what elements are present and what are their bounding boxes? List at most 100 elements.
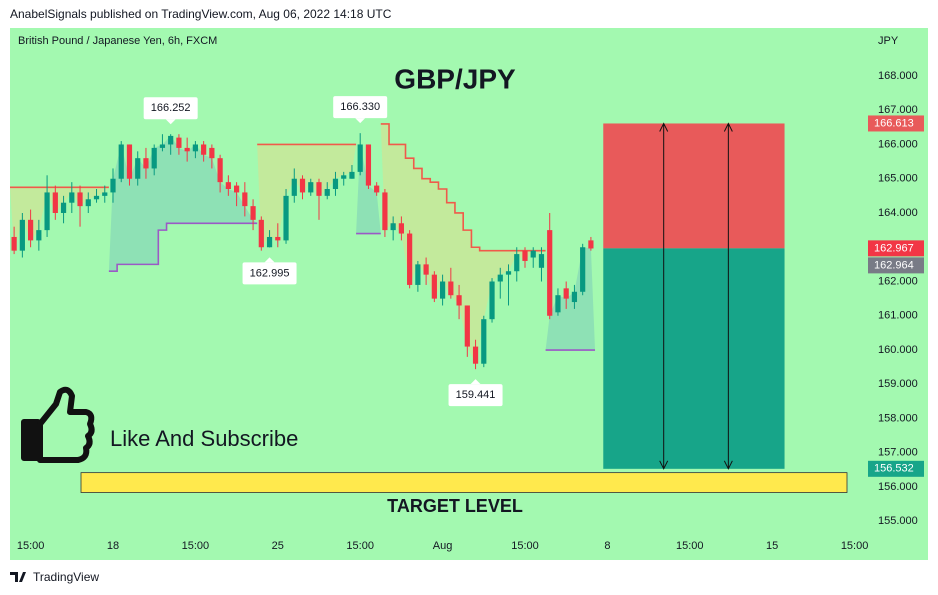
price-tag	[868, 257, 924, 274]
upper-band-fill	[380, 123, 546, 364]
candle-body	[209, 147, 215, 159]
y-tick-label: 167.000	[878, 104, 918, 116]
candle-body	[514, 254, 520, 272]
candle-body	[69, 192, 75, 203]
annotation-box	[333, 96, 388, 119]
candle-body	[472, 346, 479, 364]
candle-body	[135, 158, 141, 179]
annotation-label: 162.995	[250, 267, 290, 279]
candle-body	[233, 185, 240, 193]
candle-body	[27, 219, 34, 241]
y-tick-label: 158.000	[878, 412, 918, 424]
annotation-label: 159.441	[456, 389, 496, 401]
range-arrow	[723, 122, 733, 470]
candle-body	[439, 281, 446, 299]
y-tick-label: 162.000	[878, 275, 918, 287]
candle-body	[93, 195, 100, 200]
candle-body	[398, 223, 404, 234]
annotation-pointer	[470, 379, 481, 385]
price-tag	[868, 240, 924, 257]
candle-body	[110, 178, 116, 193]
upper-band-fill	[257, 144, 357, 248]
price-tag-label: 162.964	[874, 259, 914, 271]
y-tick-label: 156.000	[878, 481, 918, 493]
candle-body	[497, 274, 503, 282]
x-tick-label: 18	[107, 540, 119, 552]
candle-body	[36, 230, 42, 241]
candle-body	[126, 144, 133, 179]
footer-brand: TradingView	[33, 570, 99, 584]
candle-body	[580, 247, 586, 292]
x-tick-label: 15:00	[676, 540, 704, 552]
candle-body	[464, 305, 470, 347]
stop-zone	[603, 123, 785, 249]
candle-body	[308, 182, 314, 193]
price-tag	[868, 460, 924, 477]
candle-body	[52, 192, 58, 213]
candle-body	[563, 288, 569, 299]
target-zone	[80, 472, 848, 493]
candle-body	[324, 189, 330, 196]
x-tick-label: Aug	[433, 540, 453, 552]
x-tick-label: 15:00	[841, 540, 869, 552]
candle-body	[456, 295, 462, 306]
candle-body	[505, 271, 512, 275]
candle-body	[11, 236, 17, 251]
candle-body	[44, 192, 50, 231]
candle-body	[588, 240, 594, 249]
candle-body	[423, 264, 429, 275]
candle-body	[60, 202, 67, 213]
candle-body	[390, 223, 396, 231]
candle-body	[291, 178, 297, 196]
annotation-box	[242, 262, 297, 285]
annotation-box	[143, 97, 198, 120]
y-axis-label: JPY	[878, 35, 899, 47]
candle-body	[299, 178, 306, 193]
publisher-header: AnabelSignals published on TradingView.c…	[10, 7, 392, 21]
x-tick-label: 25	[272, 540, 284, 552]
candle-body	[365, 144, 372, 186]
annotation-pointer	[355, 118, 366, 124]
candle-body	[266, 236, 273, 248]
x-tick-label: 15:00	[346, 540, 374, 552]
candle-body	[357, 144, 363, 172]
x-tick-label: 8	[604, 540, 610, 552]
candle-body	[217, 158, 223, 183]
target-zone-box	[603, 248, 785, 469]
candle-body	[481, 319, 487, 364]
annotation-box	[448, 384, 503, 407]
y-tick-label: 159.000	[878, 378, 918, 390]
candle-body	[407, 233, 413, 285]
annotation-pointer	[264, 257, 275, 263]
chart-title: GBP/JPY	[394, 63, 516, 94]
annotation-label: 166.330	[340, 101, 380, 113]
y-tick-label: 160.000	[878, 344, 918, 356]
candle-body	[118, 144, 124, 179]
price-tag-label: 162.967	[874, 242, 914, 254]
candle-body	[530, 250, 536, 258]
candle-body	[332, 178, 339, 190]
candle-body	[242, 192, 248, 207]
candle-body	[547, 230, 553, 316]
annotation-label: 166.252	[151, 102, 191, 114]
upper-band	[380, 123, 546, 252]
candle-body	[275, 236, 281, 241]
x-tick-label: 15:00	[17, 540, 45, 552]
candle-body	[159, 144, 166, 148]
price-tag-label: 166.613	[874, 117, 914, 129]
candle-body	[143, 158, 149, 169]
candle-body	[85, 199, 91, 207]
y-tick-label: 164.000	[878, 207, 918, 219]
candle-body	[489, 281, 495, 320]
y-tick-label: 155.000	[878, 515, 918, 527]
candle-body	[448, 281, 454, 296]
y-tick-label: 165.000	[878, 173, 918, 185]
candle-body	[151, 147, 157, 169]
annotation-pointer	[165, 119, 176, 125]
candle-body	[168, 135, 174, 145]
candle-body	[283, 195, 289, 241]
symbol-subtitle: British Pound / Japanese Yen, 6h, FXCM	[18, 35, 217, 47]
candle-body	[316, 182, 322, 196]
range-arrow	[659, 122, 669, 470]
